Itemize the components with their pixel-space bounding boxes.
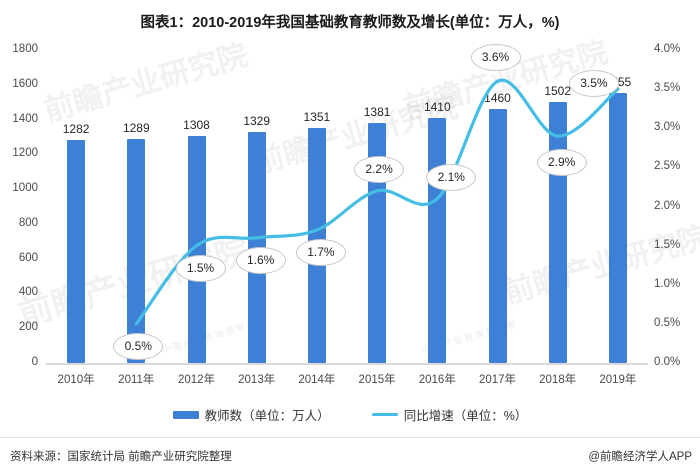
growth-callout: 0.5%: [113, 332, 164, 360]
x-axis-tick: 2017年: [478, 374, 517, 386]
bar-value-label: 1289: [122, 120, 150, 135]
growth-callout: 1.7%: [295, 238, 346, 266]
bar-value-label: 1351: [303, 110, 331, 125]
growth-callout: 3.6%: [470, 44, 521, 72]
bar[interactable]: [488, 109, 507, 363]
line-swatch-icon: [371, 413, 398, 416]
chart-title: 图表1：2010-2019年我国基础教育教师数及增长(单位：万人，%): [140, 15, 560, 31]
x-axis-tick: 2015年: [358, 374, 396, 386]
y-axis-right-tick: 4.0%: [654, 43, 681, 55]
x-axis-tick: 2012年: [177, 374, 216, 386]
bar[interactable]: [67, 140, 86, 363]
bar-value-label: 1381: [363, 104, 391, 119]
growth-callout: 1.5%: [175, 254, 226, 282]
brand-text: @前瞻经济学人APP: [588, 451, 692, 463]
y-axis-left-tick: 0: [31, 356, 38, 368]
bar-swatch-icon: [172, 410, 199, 419]
x-axis-tick: 2018年: [539, 374, 577, 386]
bar[interactable]: [548, 101, 567, 363]
y-axis-left-tick: 200: [18, 321, 38, 334]
bar-value-label: 1410: [423, 99, 451, 114]
bar-value-label: 1282: [62, 122, 90, 137]
x-axis-tick: 2014年: [298, 374, 336, 386]
y-axis-right-tick: 0.0%: [654, 356, 681, 368]
bar[interactable]: [187, 135, 206, 363]
bar-value-label: 1308: [183, 117, 210, 132]
y-axis-right-tick: 1.5%: [654, 238, 681, 251]
watermark: 前瞻产业研究院: [40, 38, 252, 129]
y-axis-left-tick: 1200: [12, 147, 38, 160]
bar-value-label: 1460: [484, 91, 511, 106]
growth-callout: 2.1%: [426, 163, 477, 191]
growth-callout: 2.9%: [536, 149, 587, 177]
y-axis-left-tick: 1400: [12, 112, 38, 125]
growth-callout: 1.6%: [235, 246, 286, 274]
y-axis-left-tick: 800: [18, 216, 38, 229]
x-axis-tick: 2013年: [238, 374, 276, 386]
bar[interactable]: [127, 138, 146, 363]
chart-footer: 资料来源：国家统计局 前瞻产业研究院整理 @前瞻经济学人APP: [0, 448, 700, 468]
growth-callout: 3.5%: [568, 70, 619, 98]
bar[interactable]: [608, 92, 627, 363]
axis-baseline: [46, 363, 648, 365]
x-axis-tick: 2011年: [118, 374, 155, 386]
y-axis-right-tick: 0.5%: [654, 316, 681, 329]
x-axis-tick: 2016年: [418, 374, 456, 386]
y-axis-left-tick: 400: [18, 286, 38, 299]
legend-label: 同比增速（单位：%）: [403, 409, 528, 423]
y-axis-right-tick: 3.0%: [654, 121, 681, 134]
bar[interactable]: [428, 117, 447, 363]
growth-callout: 2.2%: [354, 155, 405, 183]
watermark: 前瞻产业研究院: [500, 220, 700, 311]
y-axis-right-tick: 2.0%: [654, 199, 681, 212]
footer-divider: [0, 437, 700, 438]
bar-value-label: 1329: [243, 113, 271, 128]
legend-item-growth[interactable]: 同比增速（单位：%）: [371, 405, 528, 424]
x-axis-tick: 2019年: [599, 374, 637, 386]
y-axis-right-tick: 3.5%: [654, 82, 681, 95]
chart-legend: 教师数（单位：万人） 同比增速（单位：%）: [0, 405, 700, 424]
watermark-sub: 中国产业咨询领导者: [160, 318, 259, 356]
legend-label: 教师数（单位：万人）: [204, 409, 330, 423]
y-axis-left-tick: 1800: [12, 43, 38, 55]
y-axis-left-tick: 1000: [12, 182, 38, 195]
source-text: 资料来源：国家统计局 前瞻产业研究院整理: [10, 451, 232, 463]
y-axis-left-tick: 1600: [12, 77, 38, 90]
y-axis-right-tick: 2.5%: [654, 160, 681, 173]
x-axis-tick: 2010年: [57, 374, 95, 386]
legend-item-teachers[interactable]: 教师数（单位：万人）: [172, 405, 330, 424]
y-axis-left-tick: 600: [18, 251, 38, 264]
y-axis-right-tick: 1.0%: [654, 277, 681, 290]
